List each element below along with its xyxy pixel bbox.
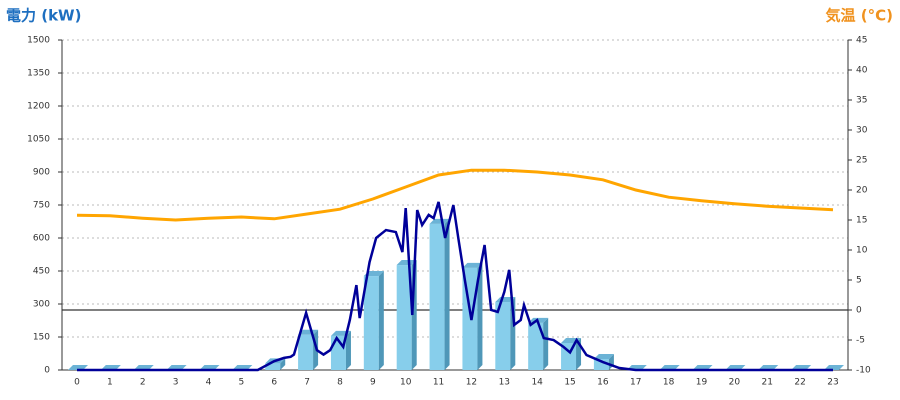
power-line xyxy=(77,201,833,372)
y2-tick-label: 35 xyxy=(856,96,867,106)
bar-top xyxy=(396,260,417,266)
bar-side xyxy=(444,218,450,370)
x-tick-label: 4 xyxy=(206,378,212,388)
bar-side xyxy=(345,330,351,370)
x-tick-label: 16 xyxy=(597,378,609,388)
y2-tick-label: 45 xyxy=(856,36,867,46)
temperature-line xyxy=(76,168,834,222)
x-tick-label: 7 xyxy=(304,378,310,388)
x-tick-label: 17 xyxy=(630,378,641,388)
bar xyxy=(593,359,609,370)
bar-top xyxy=(429,218,450,224)
y2-tick-label: 10 xyxy=(856,246,868,256)
bar-side xyxy=(378,271,384,370)
bar xyxy=(363,276,379,370)
x-tick-label: 5 xyxy=(238,378,244,388)
y-tick-label: 1200 xyxy=(27,102,50,112)
plot: 01503004506007509001050120013501500-10-5… xyxy=(27,36,871,388)
y-tick-label: 1350 xyxy=(27,69,50,79)
y-axis-title: 電力 (kW) xyxy=(6,7,81,25)
x-tick-label: 20 xyxy=(729,378,741,388)
y-tick-label: 1050 xyxy=(27,135,50,145)
x-tick-label: 9 xyxy=(370,378,376,388)
x-tick-label: 12 xyxy=(466,378,477,388)
y2-tick-label: 0 xyxy=(856,306,862,316)
y2-tick-label: 40 xyxy=(856,66,868,76)
bar xyxy=(265,363,281,370)
x-tick-label: 2 xyxy=(140,378,146,388)
x-tick-label: 0 xyxy=(74,378,80,388)
bar-side xyxy=(543,317,549,370)
x-tick-label: 1 xyxy=(107,378,113,388)
bar-side xyxy=(280,358,286,370)
x-tick-label: 10 xyxy=(400,378,412,388)
y-tick-label: 300 xyxy=(33,300,50,310)
y-tick-label: 750 xyxy=(33,201,50,211)
y2-tick-label: 15 xyxy=(856,216,867,226)
x-tick-label: 22 xyxy=(794,378,805,388)
y2-tick-label: 30 xyxy=(856,126,868,136)
x-tick-label: 23 xyxy=(827,378,838,388)
y-tick-label: 0 xyxy=(44,366,50,376)
x-tick-label: 3 xyxy=(173,378,179,388)
y-tick-label: 900 xyxy=(33,168,50,178)
bar xyxy=(495,302,511,370)
x-tick-label: 15 xyxy=(564,378,575,388)
bar xyxy=(528,322,544,370)
x-tick-label: 21 xyxy=(762,378,773,388)
y2-tick-label: -5 xyxy=(856,336,865,346)
bar xyxy=(429,223,445,370)
bar xyxy=(396,265,412,370)
x-tick-label: 11 xyxy=(433,378,444,388)
x-tick-label: 18 xyxy=(663,378,675,388)
y-tick-label: 150 xyxy=(33,333,50,343)
y2-tick-label: 5 xyxy=(856,276,862,286)
x-tick-label: 14 xyxy=(531,378,543,388)
y2-tick-label: 20 xyxy=(856,186,868,196)
bar xyxy=(298,334,314,370)
y-tick-label: 450 xyxy=(33,267,50,277)
x-tick-label: 8 xyxy=(337,378,343,388)
y2-axis-title: 気温 (°C) xyxy=(826,7,893,25)
bar-side xyxy=(477,262,483,370)
x-tick-label: 13 xyxy=(499,378,510,388)
x-tick-label: 19 xyxy=(696,378,708,388)
y2-tick-label: 25 xyxy=(856,156,867,166)
y-tick-label: 1500 xyxy=(27,36,50,46)
bar-top xyxy=(593,354,614,359)
y2-tick-label: -10 xyxy=(856,366,871,376)
y-tick-label: 600 xyxy=(33,234,50,244)
bar-top xyxy=(462,262,483,268)
x-tick-label: 6 xyxy=(271,378,277,388)
